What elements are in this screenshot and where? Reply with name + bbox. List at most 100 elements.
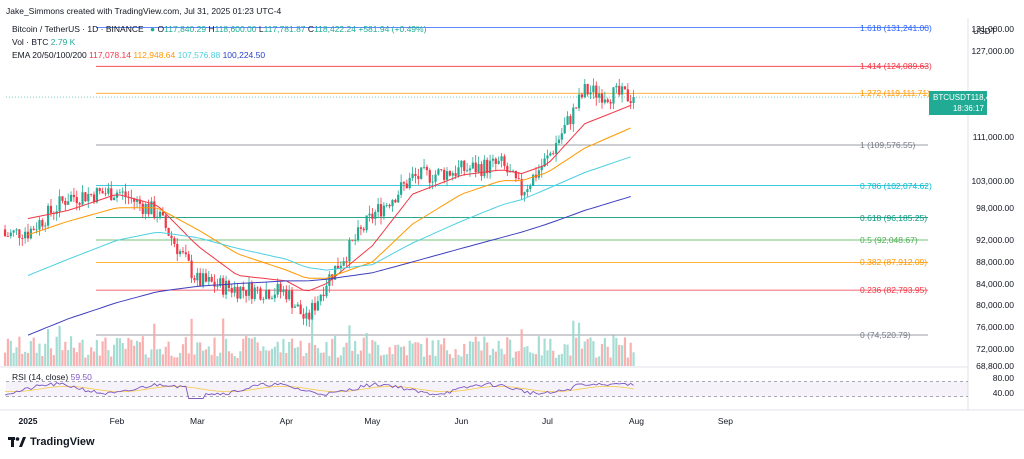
- volume-bar: [328, 355, 331, 366]
- candle-body: [491, 158, 495, 161]
- candle-body: [219, 278, 222, 286]
- candle-body: [511, 170, 515, 172]
- candle-body: [325, 285, 328, 297]
- volume-bar: [509, 339, 512, 366]
- tradingview-logo[interactable]: TradingView: [8, 436, 95, 448]
- candle-body: [38, 220, 41, 230]
- candle-body: [9, 232, 12, 237]
- volume-header[interactable]: Vol · BTC 2.79 K: [12, 37, 75, 47]
- rsi-band: [6, 381, 968, 397]
- time-tick: Jun: [454, 416, 469, 426]
- volume-bar: [35, 352, 38, 366]
- low-value: 117,781.87: [263, 24, 306, 34]
- candle-body: [118, 192, 121, 194]
- volume-bar: [445, 350, 449, 366]
- price-tick: 92,000.00: [976, 235, 1014, 246]
- candle-body: [411, 173, 414, 179]
- candle-body: [184, 252, 187, 255]
- candle-body: [612, 87, 615, 104]
- volume-bar: [262, 346, 265, 366]
- candle-body: [247, 283, 251, 296]
- candle-body: [262, 298, 265, 300]
- volume-bar: [595, 357, 598, 366]
- volume-bar: [95, 339, 98, 366]
- volume-bar: [365, 333, 368, 366]
- candle-body: [273, 294, 276, 299]
- volume-bar: [270, 348, 274, 366]
- candle-body: [471, 162, 474, 169]
- volume-bar: [339, 355, 342, 366]
- candle-body: [488, 160, 492, 174]
- price-tick: 127,000.00: [971, 45, 1014, 56]
- volume-bar: [374, 341, 377, 366]
- volume-bar: [494, 351, 497, 366]
- candle-body: [575, 107, 578, 109]
- candle-body: [187, 254, 190, 261]
- price-tick: 88,000.00: [976, 256, 1014, 267]
- candle-body: [67, 201, 70, 205]
- time-tick: Apr: [279, 416, 293, 426]
- candle-body: [236, 286, 239, 299]
- candle-body: [514, 170, 517, 179]
- price-tick: 103,000.00: [971, 175, 1014, 186]
- volume-bar: [411, 343, 414, 366]
- rsi-value: 59.50: [70, 372, 92, 382]
- rsi-header[interactable]: RSI (14, close) 59.50: [12, 372, 92, 382]
- volume-bar: [368, 353, 371, 366]
- symbol-title[interactable]: Bitcoin / TetherUS · 1D · BINANCE: [12, 24, 144, 34]
- volume-bar: [443, 338, 446, 366]
- ema-header[interactable]: EMA 20/50/100/200 117,078.14 112,948.64 …: [12, 50, 265, 60]
- volume-bar: [190, 318, 193, 366]
- volume-bar: [506, 337, 509, 366]
- candle-body: [12, 230, 15, 233]
- candle-body: [402, 182, 406, 184]
- volume-bar: [135, 340, 139, 366]
- volume-bar: [598, 356, 601, 366]
- volume-bar: [75, 352, 78, 366]
- candle-body: [348, 239, 351, 262]
- volume-bar: [247, 337, 251, 366]
- volume-bar: [167, 341, 170, 366]
- rsi-tick: 40.00: [992, 387, 1014, 398]
- volume-bar: [29, 340, 32, 366]
- candle-body: [308, 312, 311, 320]
- candle-body: [554, 143, 558, 154]
- candle-body: [437, 169, 440, 175]
- badge-symbol: BTCUSDT: [933, 93, 971, 102]
- high-value: 118,600.00: [214, 24, 257, 34]
- candle-body: [609, 102, 612, 104]
- volume-bar: [572, 320, 575, 366]
- candle-body: [336, 265, 340, 269]
- volume-bar: [156, 349, 159, 366]
- candle-body: [557, 139, 561, 144]
- candle-body: [477, 164, 480, 173]
- candle-body: [623, 86, 627, 90]
- volume-bar: [210, 354, 213, 366]
- volume-bar: [32, 337, 35, 366]
- candle-body: [176, 243, 179, 255]
- volume-bar: [127, 337, 130, 366]
- volume-bar: [15, 347, 18, 366]
- volume-bar: [569, 355, 572, 366]
- volume-bar: [523, 347, 526, 366]
- candle-body: [224, 280, 228, 295]
- volume-bar: [313, 345, 317, 366]
- candle-body: [451, 173, 454, 176]
- volume-bar: [52, 355, 55, 366]
- volume-bar: [371, 340, 374, 366]
- volume-bar: [342, 347, 345, 366]
- ema50-value: 112,948.64: [133, 50, 176, 60]
- ema20-line: [27, 104, 631, 292]
- volume-bar: [440, 344, 443, 366]
- candle-body: [207, 277, 210, 282]
- candle-body: [24, 231, 27, 239]
- volume-bar: [296, 347, 299, 366]
- ema100-line: [27, 156, 631, 276]
- price-tick: 72,000.00: [976, 343, 1014, 354]
- volume-bar: [279, 352, 282, 366]
- price-tick: 98,000.00: [976, 202, 1014, 213]
- price-tick: 111,000.00: [972, 132, 1014, 143]
- volume-bar: [316, 348, 319, 366]
